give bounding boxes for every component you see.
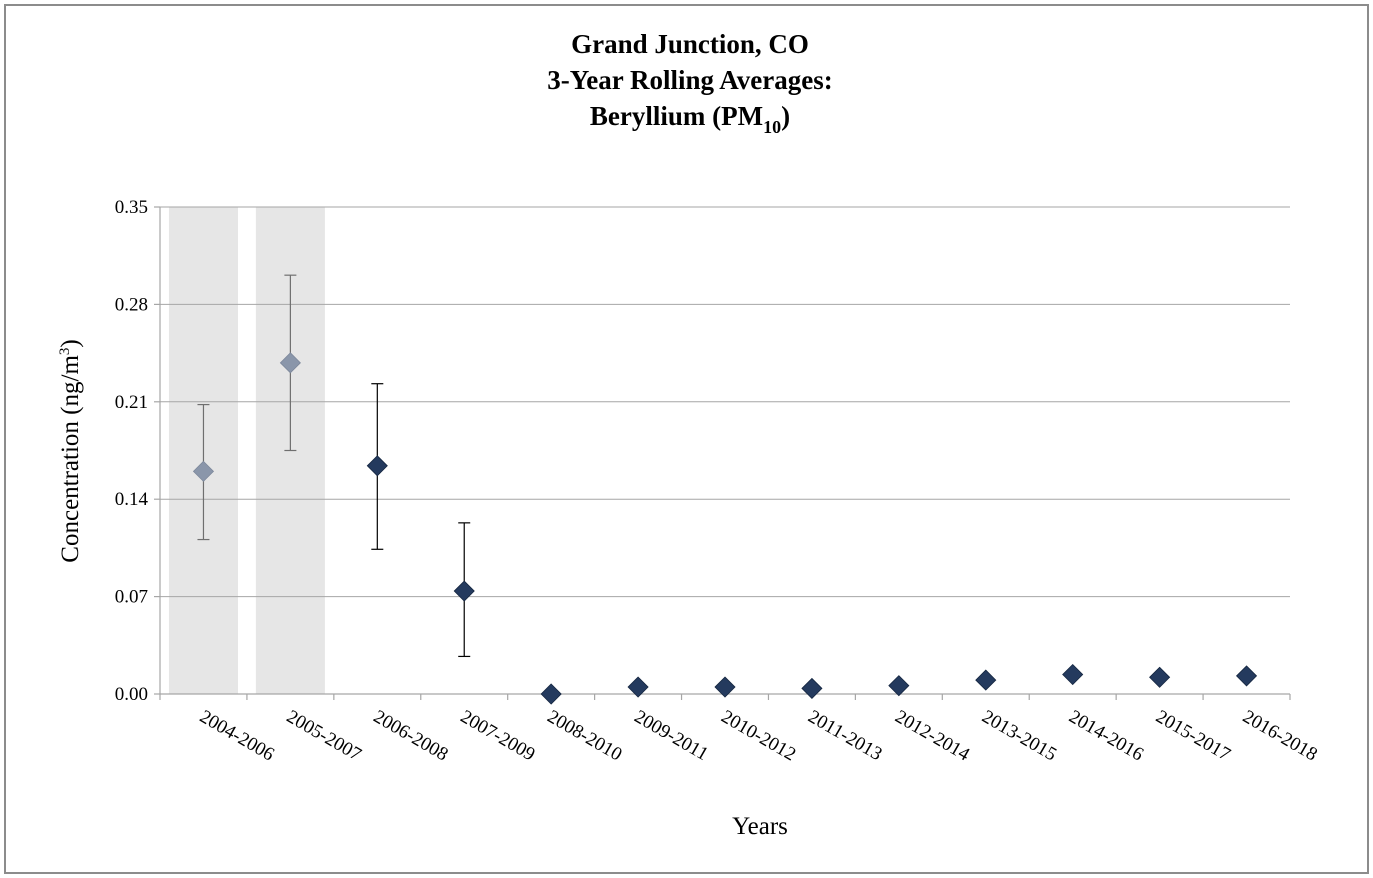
data-point-2009-2011 bbox=[627, 676, 649, 698]
x-tick-label: 2015-2017 bbox=[1152, 706, 1234, 765]
data-point-2013-2015 bbox=[975, 669, 997, 691]
x-tick-label: 2008-2010 bbox=[544, 706, 626, 765]
x-tick-label: 2007-2009 bbox=[457, 706, 539, 765]
data-point-2007-2009 bbox=[453, 580, 475, 602]
data-point-2015-2017 bbox=[1149, 666, 1171, 688]
x-axis-title: Years bbox=[732, 813, 788, 840]
x-tick-label: 2012-2014 bbox=[891, 706, 973, 766]
chart-title-subscript: 10 bbox=[763, 117, 781, 137]
chart-title-line-1: Grand Junction, CO bbox=[571, 29, 809, 59]
y-tick-label: 0.07 bbox=[115, 587, 148, 608]
plot-area: 0.00 0.07 0.14 0.21 0.28 0.35 2004-2006 2005-20… bbox=[115, 197, 1321, 766]
x-tick-label: 2010-2012 bbox=[718, 706, 800, 765]
data-point-2004-2006 bbox=[192, 460, 215, 482]
data-point-2008-2010 bbox=[540, 683, 562, 705]
x-tick-label: 2013-2015 bbox=[978, 706, 1060, 765]
chart-title-line-2: 3-Year Rolling Averages: bbox=[547, 65, 832, 95]
data-point-2005-2007 bbox=[279, 352, 301, 374]
y-axis-title-main: Concentration (ng/m bbox=[57, 355, 84, 563]
x-tick-label: 2014-2016 bbox=[1065, 706, 1147, 765]
x-tick-label: 2016-2018 bbox=[1239, 706, 1321, 765]
x-tick-label: 2004-2006 bbox=[196, 706, 278, 765]
data-point-2010-2012 bbox=[714, 676, 736, 698]
data-point-2011-2013 bbox=[801, 677, 823, 699]
chart-title-close: ) bbox=[781, 101, 790, 131]
y-axis-title: Concentration (ng/m3) bbox=[57, 339, 84, 562]
y-tick-label: 0.28 bbox=[115, 294, 148, 315]
x-tick-label: 2006-2008 bbox=[370, 706, 452, 765]
data-point-2006-2008 bbox=[366, 455, 388, 477]
x-tick-label: 2005-2007 bbox=[283, 706, 365, 765]
y-tick-label: 0.00 bbox=[115, 684, 148, 705]
y-axis-title-superscript: 3 bbox=[57, 348, 73, 356]
data-point-2014-2016 bbox=[1062, 663, 1084, 686]
chart-title-line-3: Beryllium (PM10) bbox=[590, 101, 790, 137]
x-tick-label: 2009-2011 bbox=[631, 706, 712, 765]
y-tick-label: 0.35 bbox=[115, 197, 148, 218]
y-tick-label: 0.14 bbox=[115, 489, 149, 510]
x-tick-label: 2011-2013 bbox=[804, 706, 885, 765]
y-tick-label: 0.21 bbox=[115, 392, 148, 413]
chart-title-line-3-main: Beryllium (PM bbox=[590, 101, 763, 131]
data-point-2012-2014 bbox=[888, 675, 910, 697]
data-point-2016-2018 bbox=[1235, 665, 1258, 687]
y-axis-title-close: ) bbox=[57, 339, 84, 347]
